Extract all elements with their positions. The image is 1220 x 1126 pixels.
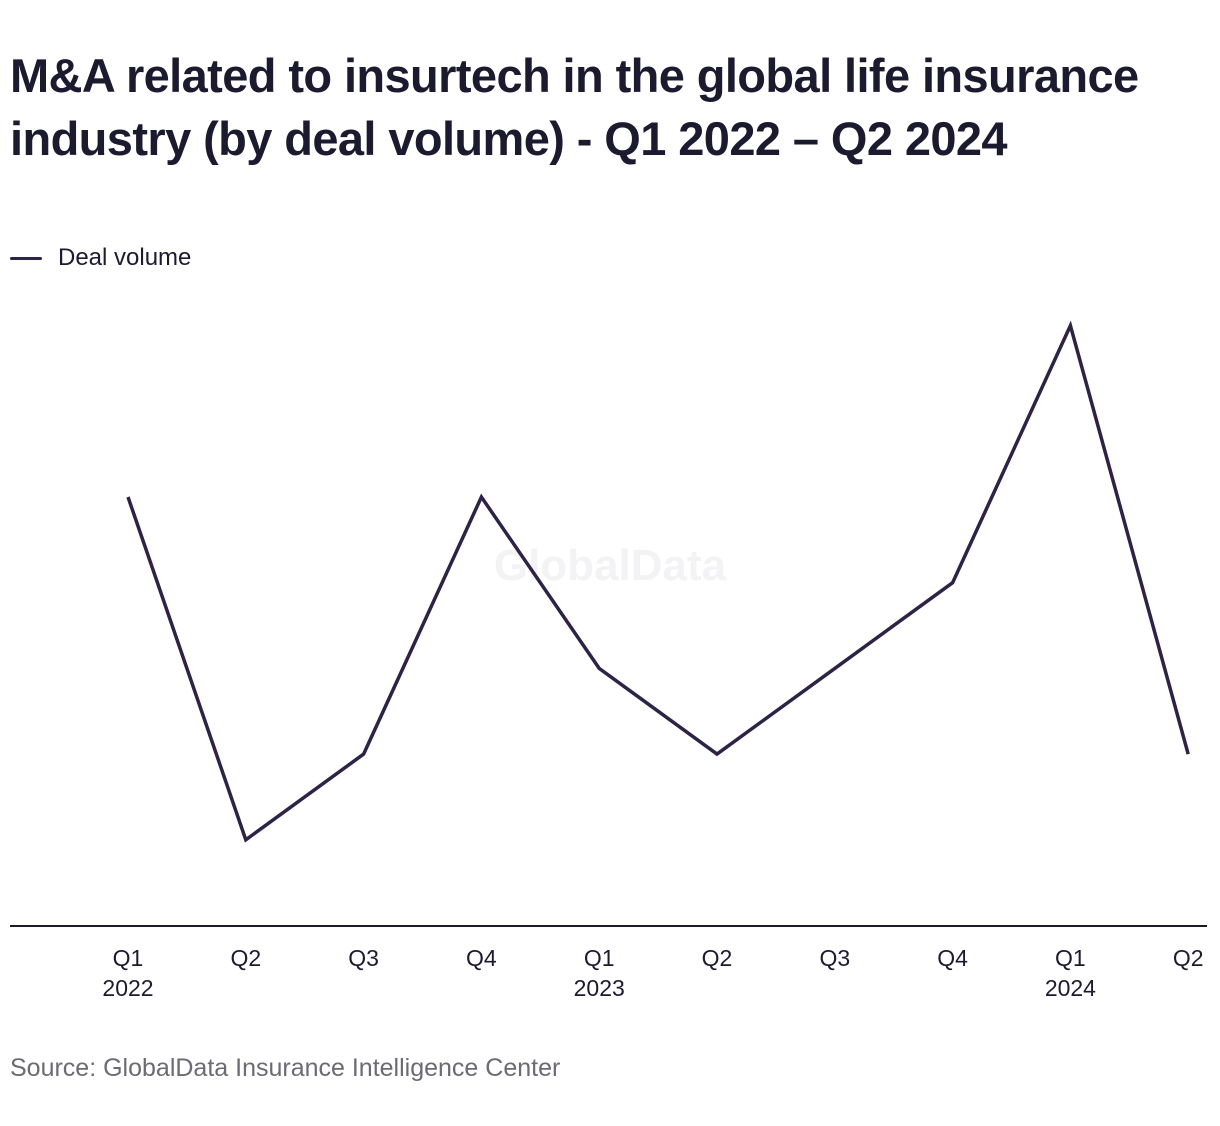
data-point-8 xyxy=(951,581,955,585)
x-tick-label-year: 2024 xyxy=(1045,975,1096,1001)
x-tick-label-quarter: Q3 xyxy=(348,945,379,971)
data-point-6 xyxy=(715,752,719,756)
chart-title: M&A related to insurtech in the global l… xyxy=(10,49,1139,165)
series-line-deal-volume xyxy=(126,320,1190,843)
x-tick-label-quarter: Q2 xyxy=(1173,945,1204,971)
legend-swatch xyxy=(10,256,42,260)
x-tick-label-year: 2022 xyxy=(102,975,153,1001)
data-point-4 xyxy=(479,495,483,499)
x-tick-label-quarter: Q4 xyxy=(466,945,497,971)
data-point-5 xyxy=(597,666,601,670)
data-point-3 xyxy=(362,752,366,756)
x-tick-label-quarter: Q1 xyxy=(584,945,615,971)
x-tick-label-quarter: Q1 xyxy=(113,945,144,971)
x-axis-ticks: Q1 2022 Q2 Q3 Q4 Q1 2023 Q2 Q3 Q4 Q1 2024 Q2 xyxy=(102,945,1203,1001)
data-point-7 xyxy=(833,666,837,670)
legend-label: Deal volume xyxy=(58,244,192,271)
x-tick-label-quarter: Q1 xyxy=(1055,945,1086,971)
x-tick-label-quarter: Q2 xyxy=(702,945,733,971)
line-chart: GlobalData Q1 2022 Q2 Q3 Q4 Q1 2023 Q2 Q3 Q4 Q1 202… xyxy=(10,320,1207,1001)
source-note: Source: GlobalData Insurance Intelligenc… xyxy=(10,1054,561,1082)
x-tick-label-year: 2023 xyxy=(574,975,625,1001)
data-point-9 xyxy=(1068,324,1072,328)
watermark: GlobalData xyxy=(494,541,727,590)
data-point-10 xyxy=(1186,752,1190,756)
chart-legend: Deal volume xyxy=(10,242,191,274)
x-tick-label-quarter: Q2 xyxy=(230,945,261,971)
plot-area xyxy=(126,320,1190,843)
x-tick-label-quarter: Q4 xyxy=(937,945,968,971)
data-point-2 xyxy=(244,838,248,842)
x-tick-label-quarter: Q3 xyxy=(819,945,850,971)
data-point-1 xyxy=(126,495,130,499)
